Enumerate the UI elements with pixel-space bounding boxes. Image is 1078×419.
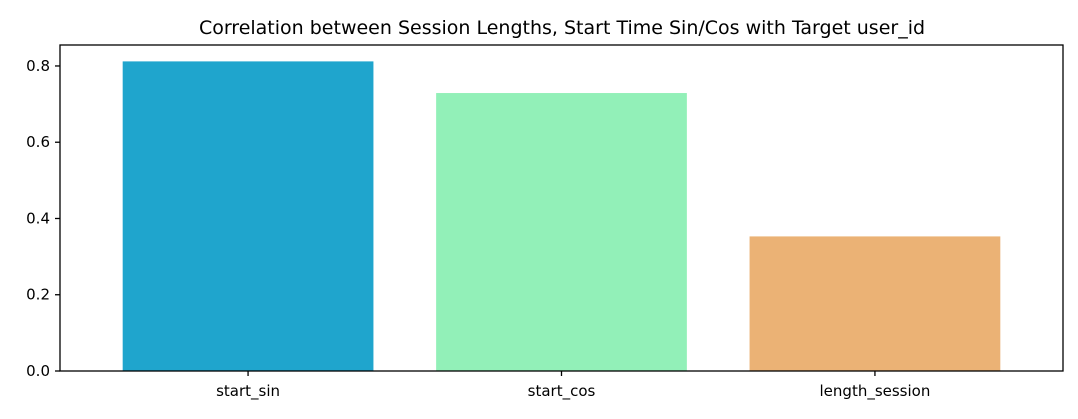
y-axis: 0.0 0.2 0.4 0.6 0.8 (26, 57, 60, 380)
bar-start-cos (436, 93, 687, 371)
bar-length-session (749, 236, 1001, 371)
bars-group (122, 61, 1001, 371)
plot-frame (59, 44, 1064, 372)
x-axis: start_sin start_cos length_session (216, 371, 930, 401)
y-tick-label: 0.6 (26, 133, 50, 151)
bar-start-sin (122, 61, 374, 371)
x-tick-label: start_sin (216, 382, 280, 401)
y-tick-label: 0.0 (26, 362, 50, 380)
y-tick-label: 0.8 (26, 57, 50, 75)
x-tick-label: start_cos (528, 382, 596, 401)
y-tick-label: 0.4 (26, 209, 50, 227)
y-tick-label: 0.2 (26, 286, 50, 304)
chart-title: Correlation between Session Lengths, Sta… (199, 17, 925, 39)
x-tick-label: length_session (820, 382, 931, 401)
